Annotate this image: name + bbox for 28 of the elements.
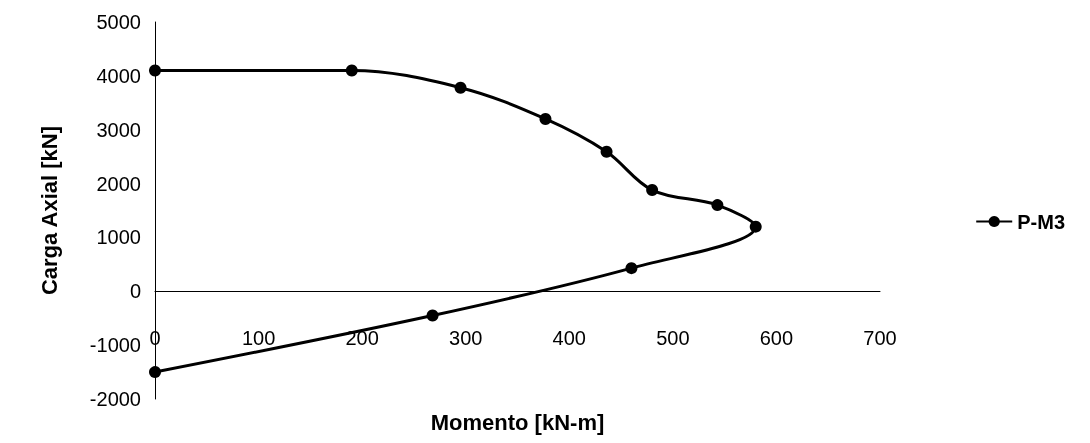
y-tick-label: 1000 <box>96 226 141 249</box>
point <box>426 309 439 322</box>
point <box>149 366 161 379</box>
y-tick-label: -2000 <box>89 388 141 410</box>
point <box>625 262 638 275</box>
x-tick-label: 600 <box>759 327 794 349</box>
point <box>749 220 762 233</box>
x-tick-label: 500 <box>656 327 690 349</box>
y-tick-label: 2000 <box>96 172 141 195</box>
point <box>646 184 659 197</box>
point <box>711 199 724 212</box>
y-tick-label: 0 <box>129 280 141 303</box>
y-tick-label: -1000 <box>89 334 141 357</box>
x-tick-label: 100 <box>241 327 276 349</box>
legend-label: P-M3 <box>1017 210 1066 233</box>
point <box>454 81 467 94</box>
x-tick-label: 300 <box>449 327 483 349</box>
y-axis-title: Carga Axial [kN] <box>36 125 62 296</box>
point <box>345 64 358 77</box>
x-axis-title: Momento [kN-m] <box>430 409 605 435</box>
point <box>149 64 161 77</box>
y-tick-label: 4000 <box>96 64 141 87</box>
point <box>600 145 613 158</box>
y-tick-label: 5000 <box>96 11 141 33</box>
y-tick-label: 3000 <box>96 118 141 141</box>
x-tick-label: 700 <box>863 327 897 349</box>
x-tick-label: 400 <box>552 327 586 349</box>
point <box>539 112 552 125</box>
